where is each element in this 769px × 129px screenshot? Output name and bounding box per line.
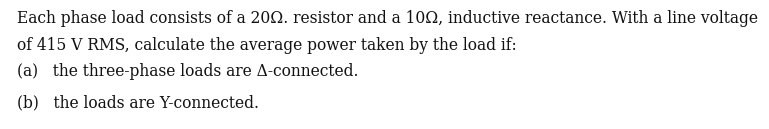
Text: (a)   the three-phase loads are Δ-connected.: (a) the three-phase loads are Δ-connecte… <box>17 63 358 80</box>
Text: (b)   the loads are Y-connected.: (b) the loads are Y-connected. <box>17 95 258 112</box>
Text: Each phase load consists of a 20Ω. resistor and a 10Ω, inductive reactance. With: Each phase load consists of a 20Ω. resis… <box>17 10 757 27</box>
Text: of 415 V RMS, calculate the average power taken by the load if:: of 415 V RMS, calculate the average powe… <box>17 37 517 54</box>
